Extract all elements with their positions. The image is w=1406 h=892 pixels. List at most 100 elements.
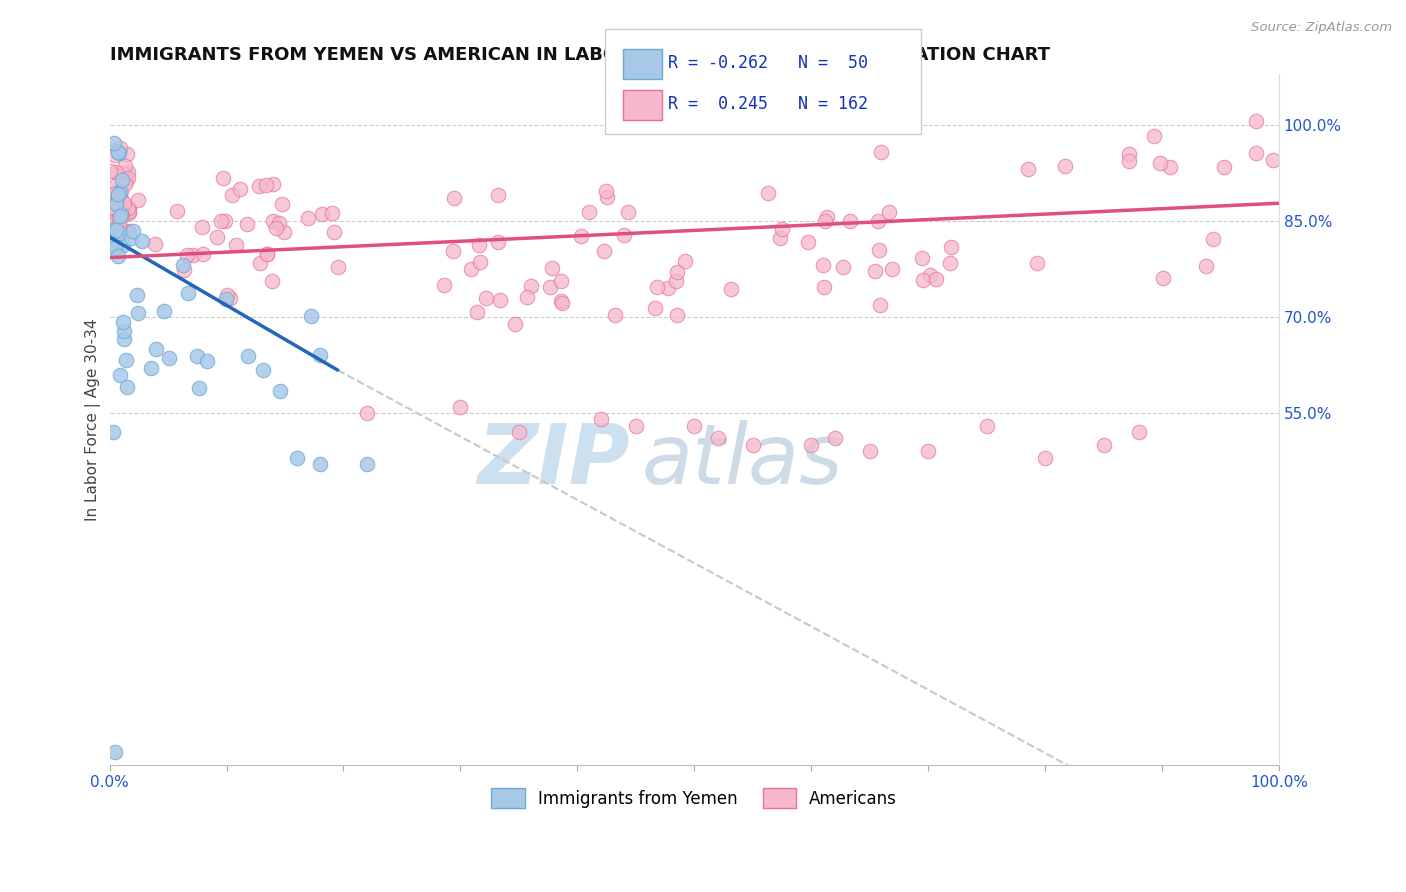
Point (603, 308, 626, 322)
Point (800, 438, 823, 452)
Point (665, 274, 688, 288)
Point (976, 418, 998, 433)
Point (103, 219, 125, 233)
Point (166, 203, 188, 218)
Point (211, 170, 233, 185)
Point (264, 220, 287, 235)
Point (550, 274, 572, 288)
Point (468, 238, 491, 252)
Point (173, 263, 195, 277)
Point (103, 136, 125, 150)
Point (107, 188, 129, 202)
Point (550, 293, 572, 308)
Point (832, 260, 855, 275)
Point (309, 457, 332, 471)
Point (100, 200, 122, 214)
Point (139, 361, 162, 376)
Point (176, 248, 198, 262)
Text: Source: ZipAtlas.com: Source: ZipAtlas.com (1251, 21, 1392, 34)
Point (1053, 159, 1076, 173)
Point (939, 240, 962, 254)
Point (145, 342, 167, 356)
Point (666, 308, 689, 322)
Point (811, 259, 834, 273)
Point (267, 215, 290, 229)
Point (449, 400, 471, 414)
Point (1202, 232, 1225, 246)
Point (918, 268, 941, 282)
Point (110, 184, 132, 198)
Point (107, 186, 129, 201)
Point (104, 214, 127, 228)
Point (118, 225, 141, 239)
Point (815, 210, 838, 224)
Point (254, 178, 277, 192)
Point (356, 457, 378, 471)
Point (262, 214, 284, 228)
Point (107, 249, 129, 263)
Point (322, 225, 344, 239)
Point (98, 163, 121, 178)
Point (105, 223, 128, 237)
Point (225, 237, 247, 252)
Point (720, 282, 742, 296)
Point (114, 177, 136, 191)
Point (107, 225, 129, 239)
Point (551, 296, 574, 310)
Point (299, 310, 322, 324)
Point (939, 256, 962, 270)
Point (1026, 256, 1049, 270)
Point (108, 219, 131, 233)
Point (262, 274, 284, 288)
Point (443, 191, 465, 205)
Point (488, 293, 510, 307)
Point (256, 247, 278, 261)
Point (666, 265, 689, 279)
Point (108, 210, 131, 224)
Point (152, 304, 174, 318)
Point (1244, 113, 1267, 128)
Point (98, 193, 121, 207)
Point (111, 315, 134, 329)
Point (115, 353, 138, 368)
Point (104, 241, 127, 255)
Point (541, 261, 564, 276)
Point (104, 186, 127, 201)
Point (486, 235, 509, 249)
Point (1159, 160, 1181, 174)
Legend: Immigrants from Yemen, Americans: Immigrants from Yemen, Americans (485, 781, 904, 815)
Point (157, 351, 180, 365)
Point (596, 190, 619, 204)
Point (1143, 128, 1166, 143)
Point (311, 207, 333, 221)
Text: IMMIGRANTS FROM YEMEN VS AMERICAN IN LABOR FORCE | AGE 30-34 CORRELATION CHART: IMMIGRANTS FROM YEMEN VS AMERICAN IN LAB… (110, 46, 1050, 64)
Point (111, 194, 134, 209)
Text: atlas: atlas (641, 420, 844, 501)
Point (215, 292, 238, 306)
Point (460, 261, 482, 276)
Point (100, 225, 122, 239)
Point (769, 230, 792, 244)
Point (520, 279, 543, 293)
Point (188, 381, 211, 395)
Point (912, 273, 935, 287)
Point (108, 368, 131, 382)
Point (285, 450, 308, 465)
Point (114, 159, 136, 173)
Point (880, 262, 903, 277)
Point (741, 438, 763, 452)
Point (100, 195, 122, 210)
Point (111, 166, 134, 180)
Point (467, 305, 489, 319)
Point (117, 171, 139, 186)
Point (589, 412, 612, 426)
Point (516, 290, 538, 304)
Point (104, 178, 127, 193)
Point (433, 278, 456, 293)
Point (441, 244, 464, 258)
Point (505, 317, 527, 331)
Point (108, 145, 131, 160)
Point (538, 280, 561, 294)
Point (104, 745, 127, 759)
Point (824, 432, 846, 446)
